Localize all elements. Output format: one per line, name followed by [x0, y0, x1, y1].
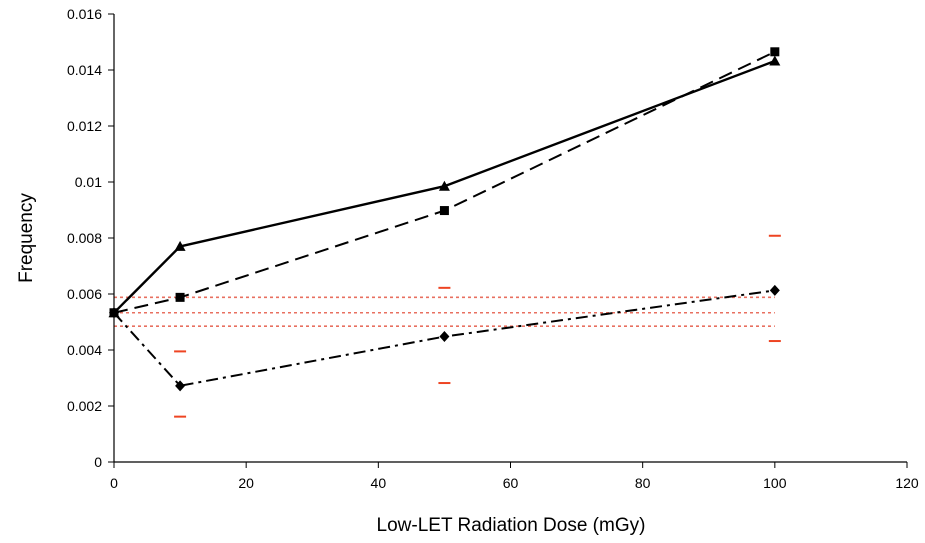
point-square [439, 206, 449, 216]
point-square [770, 47, 780, 57]
y-tick-label: 0.012 [67, 118, 102, 134]
reference-lines [114, 296, 775, 328]
series-line-square [113, 50, 776, 314]
y-tick-label: 0.002 [67, 398, 102, 414]
point-diamond [175, 380, 186, 392]
point-triangle [769, 55, 781, 66]
y-tick-label: 0.014 [67, 62, 102, 78]
x-axis-title: Low-LET Radiation Dose (mGy) [377, 515, 646, 536]
series-markers [108, 47, 781, 392]
y-tick-label: 0.006 [67, 286, 102, 302]
error-marks [174, 234, 781, 418]
point-square [109, 308, 119, 318]
series-lines [113, 50, 776, 387]
point-diamond [769, 284, 780, 296]
x-tick-label: 80 [635, 475, 651, 491]
point-square [175, 292, 185, 302]
x-tick-label: 40 [371, 475, 387, 491]
y-tick-label: 0.008 [67, 230, 102, 246]
x-tick-label: 20 [238, 475, 254, 491]
series-line-triangle-up [113, 59, 776, 314]
x-tick-label: 0 [110, 475, 118, 491]
y-tick-label: 0.01 [75, 174, 102, 190]
y-tick-label: 0.004 [67, 342, 102, 358]
point-diamond [439, 331, 450, 343]
tick-labels: 0 0.002 0.004 0.006 0.008 0.01 0.012 0.014 0.016… [67, 6, 919, 491]
y-tick-label: 0.016 [67, 6, 102, 22]
point-triangle [174, 240, 186, 251]
axes [108, 13, 908, 468]
point-triangle [438, 180, 450, 191]
y-axis-title: Frequency [16, 193, 37, 283]
x-tick-label: 100 [763, 475, 787, 491]
x-tick-label: 120 [895, 475, 919, 491]
series-line-diamond [113, 289, 775, 387]
x-tick-label: 60 [503, 475, 519, 491]
y-tick-label: 0 [94, 454, 102, 470]
